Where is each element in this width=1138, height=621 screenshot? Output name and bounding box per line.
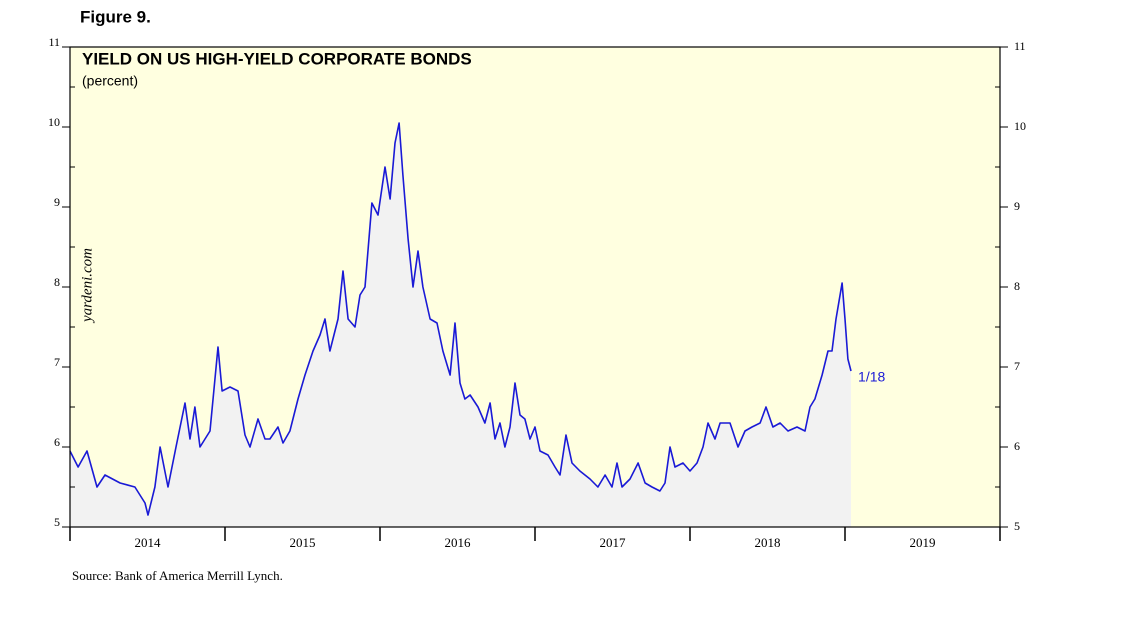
y2-tick-label: 11: [1014, 39, 1026, 53]
y-tick-label: 5: [54, 515, 60, 529]
y-tick-label: 6: [54, 435, 60, 449]
area: [70, 123, 851, 527]
y-tick-label: 8: [54, 275, 60, 289]
line: [69, 122, 852, 516]
y-tick-label: 11: [48, 35, 60, 49]
x-tick-label: 2016: [445, 535, 472, 550]
x-tick-label: 2014: [135, 535, 162, 550]
x-tick-label: 2018: [755, 535, 781, 550]
y-tick-label: 10: [48, 115, 60, 129]
y2-tick-label: 5: [1014, 519, 1020, 533]
y-tick-label: 9: [54, 195, 60, 209]
y2-tick-label: 6: [1014, 439, 1020, 453]
watermark: yardeni.com: [79, 248, 95, 324]
x-tick-label: 2019: [910, 535, 936, 550]
figure-label: Figure 9.: [80, 7, 151, 26]
y2-tick-label: 10: [1014, 119, 1026, 133]
annotation: 1/18: [858, 369, 885, 385]
y2-tick-label: 7: [1014, 359, 1020, 373]
y2-tick-label: 9: [1014, 199, 1020, 213]
chart-title: YIELD ON US HIGH-YIELD CORPORATE BONDS: [82, 49, 472, 68]
x-tick-label: 2015: [290, 535, 316, 550]
y-tick-label: 7: [54, 355, 60, 369]
chart-subtitle: (percent): [82, 73, 138, 89]
source: Source: Bank of America Merrill Lynch.: [72, 568, 283, 583]
y2-tick-label: 8: [1014, 279, 1020, 293]
x-tick-label: 2017: [600, 535, 627, 550]
